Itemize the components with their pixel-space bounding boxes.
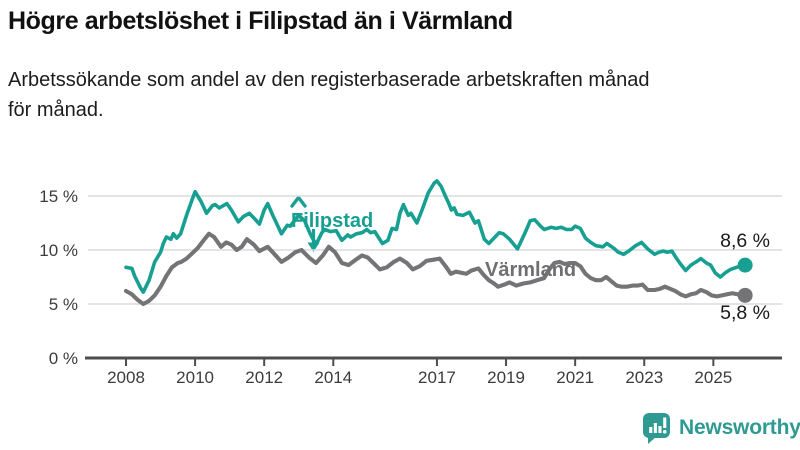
x-axis-label: 2025 [694, 368, 732, 387]
x-axis-label: 2021 [556, 368, 594, 387]
series-end-dot-värmland [737, 287, 753, 303]
x-axis-label: 2008 [107, 368, 145, 387]
series-end-label-filipstad: 8,6 % [720, 230, 770, 252]
page-title: Högre arbetslöshet i Filipstad än i Värm… [8, 7, 513, 35]
series-annotation-värmland: Värmland [485, 259, 576, 281]
newsworthy-logo: Newsworthy [642, 412, 800, 444]
x-axis-label: 2017 [418, 368, 456, 387]
y-axis-label: 0 % [49, 349, 78, 368]
x-axis-label: 2012 [245, 368, 283, 387]
y-axis-label: 10 % [39, 241, 78, 260]
series-end-dot-filipstad [737, 257, 753, 273]
newsworthy-logo-icon [643, 413, 670, 444]
brand-name: Newsworthy [679, 416, 800, 439]
x-axis-label: 2023 [625, 368, 663, 387]
series-line-värmland [123, 231, 748, 307]
x-axis-label: 2010 [176, 368, 214, 387]
chart-subtitle-line2: för månad. [8, 99, 104, 121]
series-annotation-filipstad: Filipstad [291, 210, 373, 232]
series-end-label-värmland: 5,8 % [720, 302, 770, 324]
y-axis-label: 15 % [39, 187, 78, 206]
chart-subtitle-line1: Arbetssökande som andel av den registerb… [8, 69, 650, 91]
series-line-filipstad [124, 179, 747, 294]
x-axis-label: 2019 [487, 368, 525, 387]
x-axis-label: 2014 [314, 368, 352, 387]
y-axis-label: 5 % [49, 295, 78, 314]
filipstad-caret-up-icon [290, 195, 307, 208]
